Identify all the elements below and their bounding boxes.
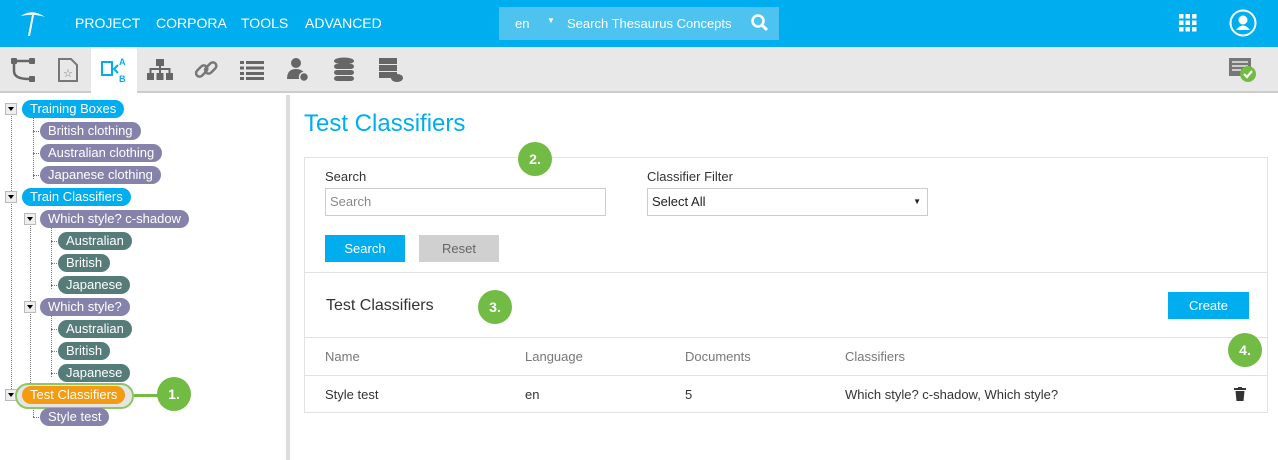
menu-tools[interactable]: TOOLS	[241, 15, 289, 31]
tree-node[interactable]: Japanese	[58, 276, 131, 294]
column-header-documents[interactable]: Documents	[685, 349, 751, 364]
collapse-toggle[interactable]	[5, 103, 17, 115]
cell-name: Style test	[325, 387, 379, 402]
filter-value: Select All	[652, 194, 706, 209]
workflow-icon[interactable]	[0, 47, 46, 93]
logo-icon[interactable]	[18, 10, 48, 38]
search-label: Search	[325, 169, 367, 184]
tree-node[interactable]: Australian clothing	[40, 144, 163, 162]
tree-node[interactable]: British	[58, 342, 111, 360]
page-title: Test Classifiers	[304, 110, 466, 137]
column-header-language[interactable]: Language	[525, 349, 583, 364]
column-header-classifiers[interactable]: Classifiers	[845, 349, 905, 364]
tree-node[interactable]: Japanese	[58, 364, 131, 382]
classifier-filter-select[interactable]: Select All ▼	[647, 188, 928, 216]
tree-node[interactable]: Style test	[40, 408, 110, 426]
tree-node[interactable]: Which style?	[40, 298, 130, 316]
classifier-panel: Search Search Classifier Filter Select A…	[304, 157, 1268, 413]
tree-node[interactable]: Australian	[58, 320, 132, 338]
user-settings-icon[interactable]	[275, 47, 321, 93]
svg-text:☆: ☆	[63, 68, 73, 80]
svg-text:A: A	[119, 57, 126, 67]
apps-grid-icon[interactable]	[1179, 14, 1197, 32]
collapse-toggle[interactable]	[24, 301, 36, 313]
collapse-toggle[interactable]	[5, 191, 17, 203]
tree-node[interactable]: British clothing	[40, 122, 141, 140]
link-icon[interactable]	[183, 47, 229, 93]
trash-icon[interactable]	[1234, 387, 1246, 401]
callout-badge-3: 3.	[478, 290, 512, 324]
tree-node[interactable]: British	[58, 254, 111, 272]
tree-node[interactable]: Which style? c-shadow	[40, 210, 189, 228]
menu-project[interactable]: PROJECT	[75, 15, 141, 31]
search-button[interactable]: Search	[325, 235, 405, 262]
callout-badge-2: 2.	[518, 142, 552, 176]
reset-button[interactable]: Reset	[419, 235, 499, 262]
svg-text:B: B	[119, 74, 126, 84]
collapse-toggle[interactable]	[24, 213, 36, 225]
tree-node[interactable]: Japanese clothing	[40, 166, 161, 184]
callout-badge-4: 4.	[1228, 333, 1262, 367]
caret-down-icon: ▼	[913, 197, 921, 206]
cell-classifiers: Which style? c-shadow, Which style?	[845, 387, 1059, 402]
language-select[interactable]: en	[515, 16, 530, 31]
tree-node[interactable]: Australian	[58, 232, 132, 250]
top-bar: PROJECT CORPORA TOOLS ADVANCED en ▼ Sear…	[0, 0, 1278, 47]
tree-node-train-classifiers[interactable]: Train Classifiers	[22, 188, 131, 206]
caret-down-icon: ▼	[547, 16, 555, 25]
thesaurus-search[interactable]: en ▼ Search Thesaurus Concepts	[499, 7, 779, 40]
task-check-icon[interactable]	[1220, 47, 1266, 93]
cell-language: en	[525, 387, 540, 402]
server-cloud-icon[interactable]	[367, 47, 413, 93]
callout-badge-1: 1.	[157, 377, 191, 411]
menu-corpora[interactable]: CORPORA	[156, 15, 227, 31]
user-avatar-icon[interactable]	[1229, 9, 1257, 37]
tree-node-test-classifiers[interactable]: Test Classifiers	[22, 386, 126, 404]
create-button[interactable]: Create	[1168, 292, 1249, 319]
column-header-name[interactable]: Name	[325, 349, 360, 364]
search-input[interactable]: Search	[325, 188, 606, 216]
list-title: Test Classifiers	[326, 297, 434, 314]
search-icon[interactable]	[751, 14, 769, 32]
document-star-icon[interactable]: ☆	[45, 47, 91, 93]
list-icon[interactable]	[229, 47, 275, 93]
tree-node-training-boxes[interactable]: Training Boxes	[22, 100, 125, 118]
search-input[interactable]: Search Thesaurus Concepts	[567, 16, 732, 31]
database-icon[interactable]	[321, 47, 367, 93]
menu-advanced[interactable]: ADVANCED	[305, 15, 382, 31]
hierarchy-icon[interactable]	[137, 47, 183, 93]
filter-label: Classifier Filter	[647, 169, 733, 184]
cell-documents: 5	[685, 387, 693, 402]
tree-sidebar: Training Boxes British clothing Australi…	[0, 95, 290, 460]
